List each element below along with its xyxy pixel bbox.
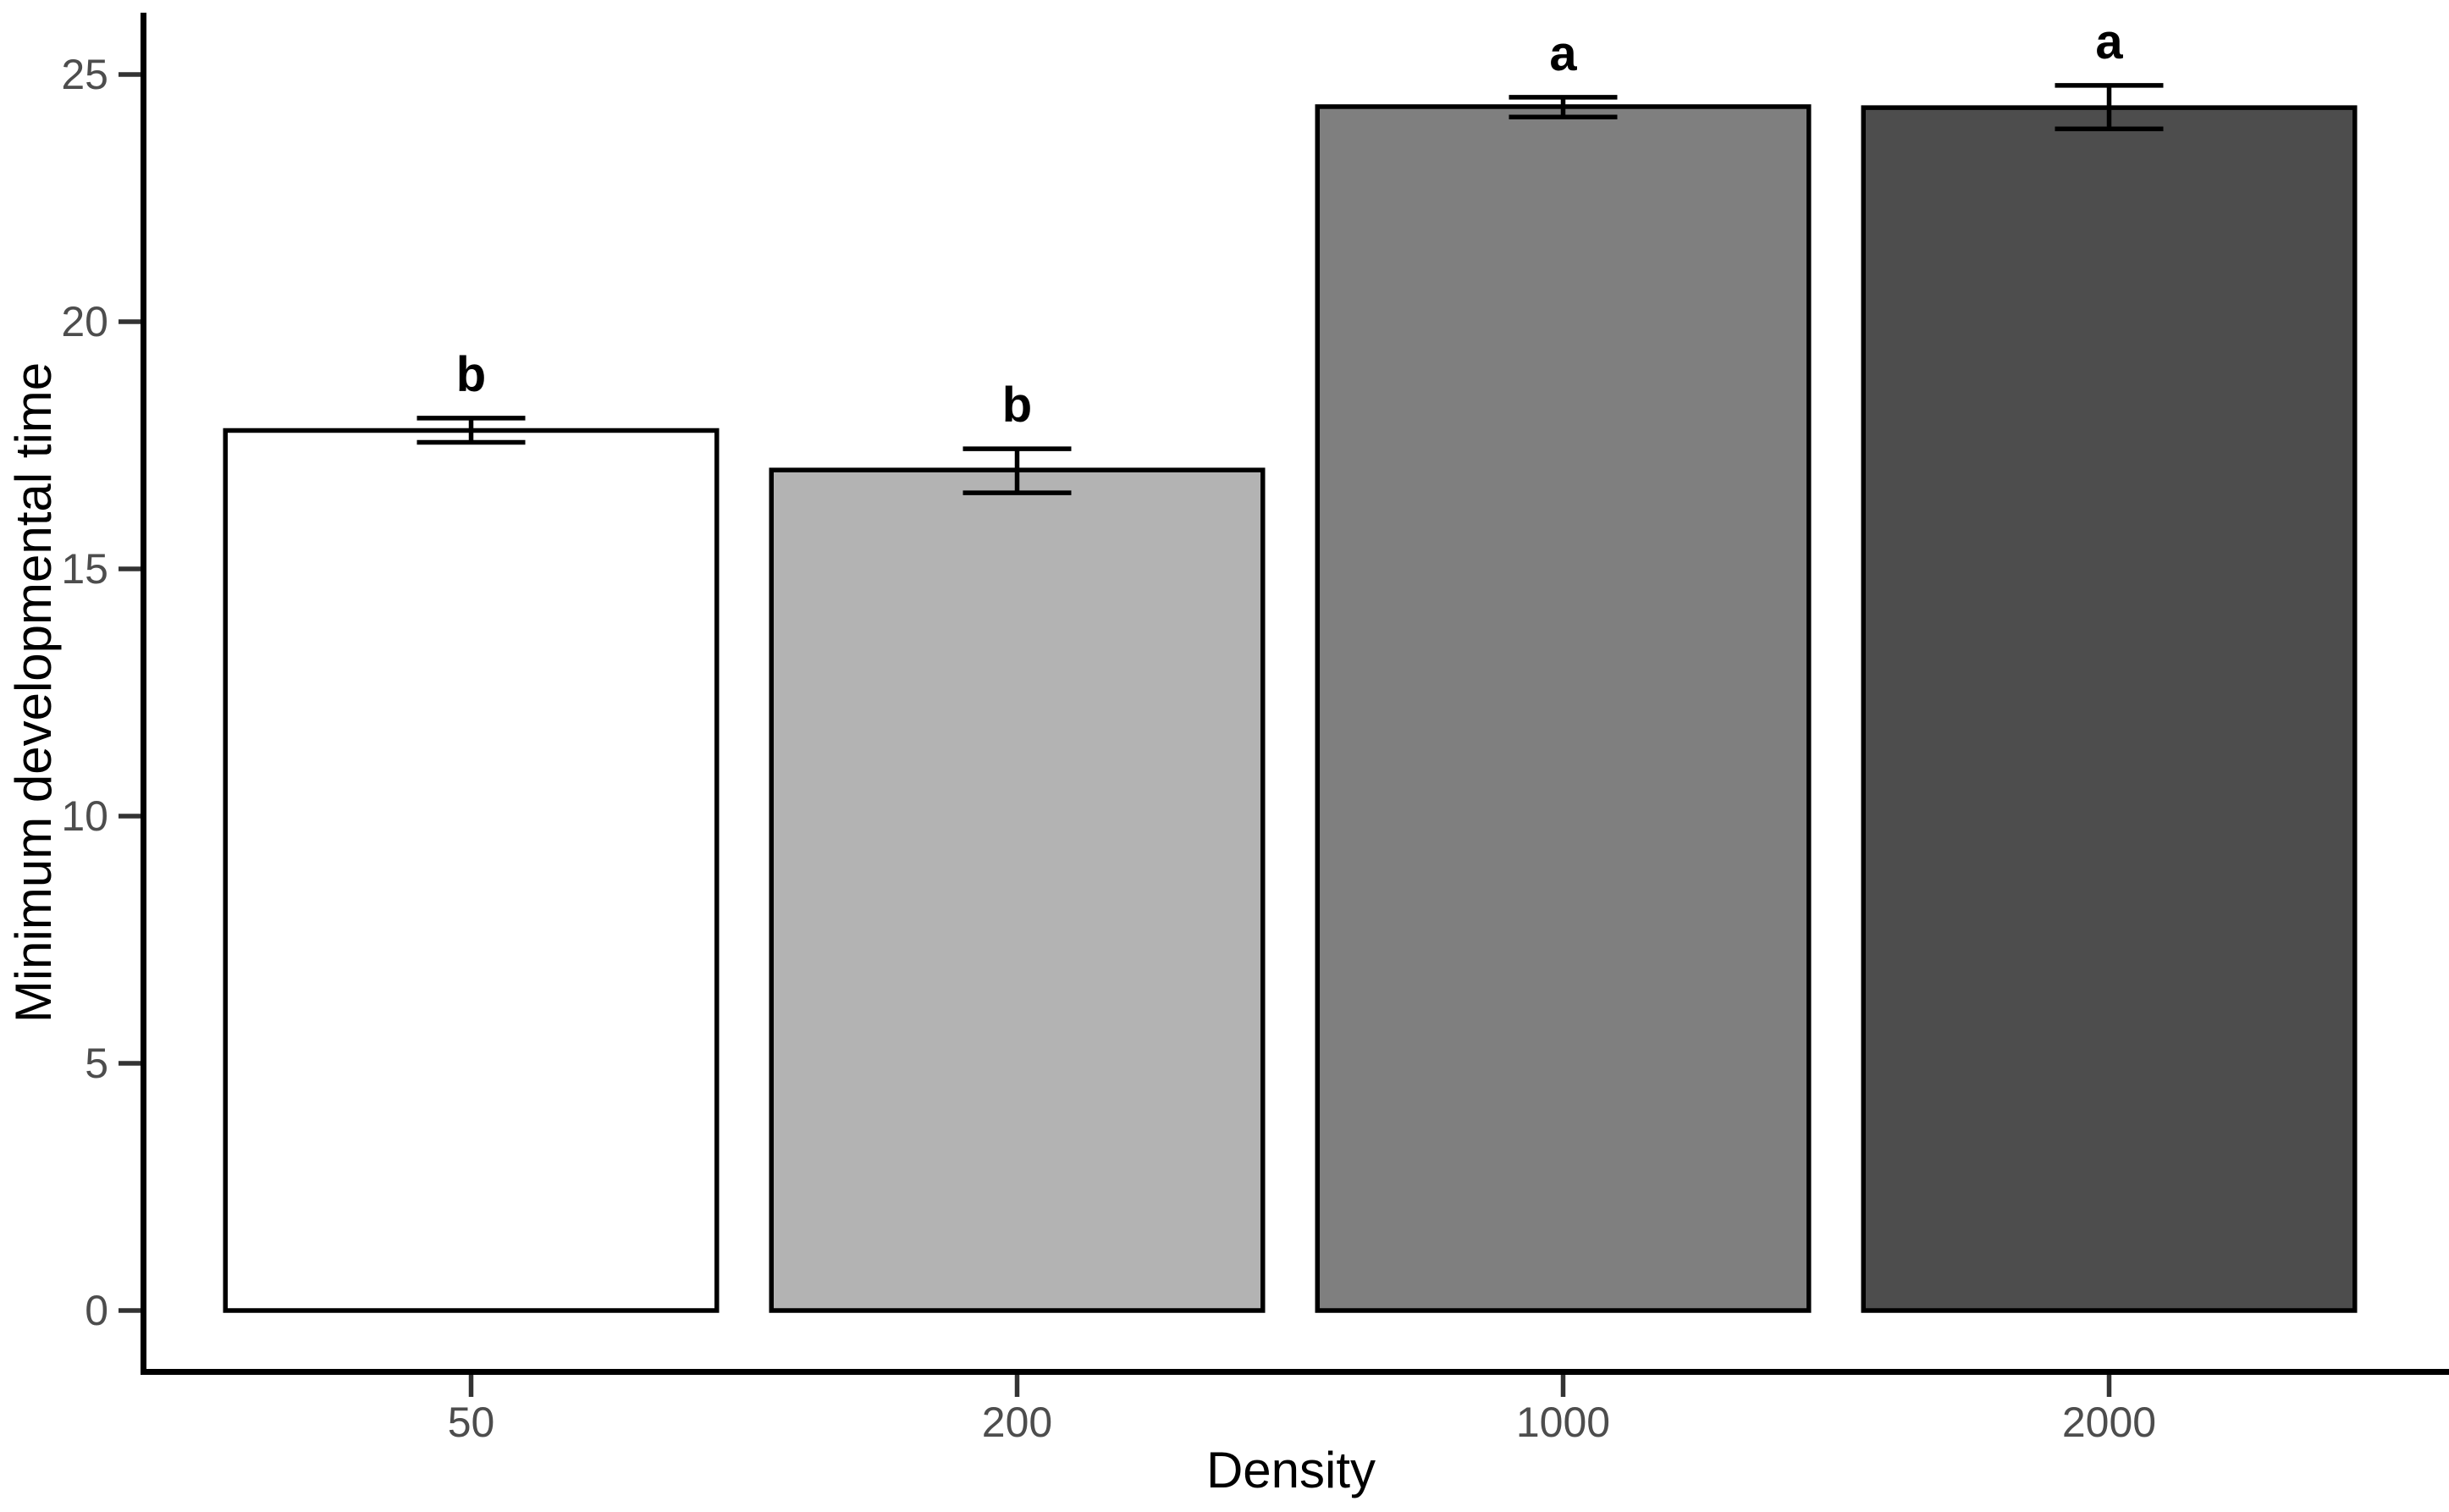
x-tick-label: 2000: [2062, 1399, 2156, 1446]
x-tick-label: 200: [982, 1399, 1052, 1446]
x-axis-ticks-layer: 50 200 1000 2000: [448, 1375, 2156, 1446]
y-tick-label: 10: [61, 792, 108, 840]
sig-letter-2000: a: [2095, 14, 2123, 69]
y-tick-label: 5: [85, 1040, 108, 1087]
y-axis-line: [141, 13, 146, 1375]
bars-layer: [223, 104, 2358, 1313]
y-axis-title: Minimum developmental time: [5, 362, 62, 1023]
y-tick-label: 20: [61, 298, 108, 345]
errorbars-layer: [416, 83, 2164, 495]
y-axis-ticks-layer: 0 5 10 15 20 25: [61, 51, 141, 1334]
x-axis-line: [141, 1369, 2449, 1375]
y-tick-label: 15: [61, 545, 108, 593]
bar-1000: [1315, 104, 1812, 1313]
x-tick-label: 1000: [1516, 1399, 1610, 1446]
y-tick-label: 25: [61, 51, 108, 98]
sig-letter-50: b: [456, 347, 486, 402]
x-axis-title: Density: [1206, 1442, 1376, 1498]
sig-letter-1000: a: [1549, 26, 1577, 81]
bar-50: [223, 428, 720, 1313]
y-tick-label: 0: [85, 1287, 108, 1334]
sig-letters-layer: b b a a: [456, 14, 2124, 433]
sig-letter-200: b: [1002, 378, 1032, 433]
bar-200: [769, 467, 1266, 1313]
bar-2000: [1861, 105, 2358, 1313]
x-tick-label: 50: [448, 1399, 495, 1446]
